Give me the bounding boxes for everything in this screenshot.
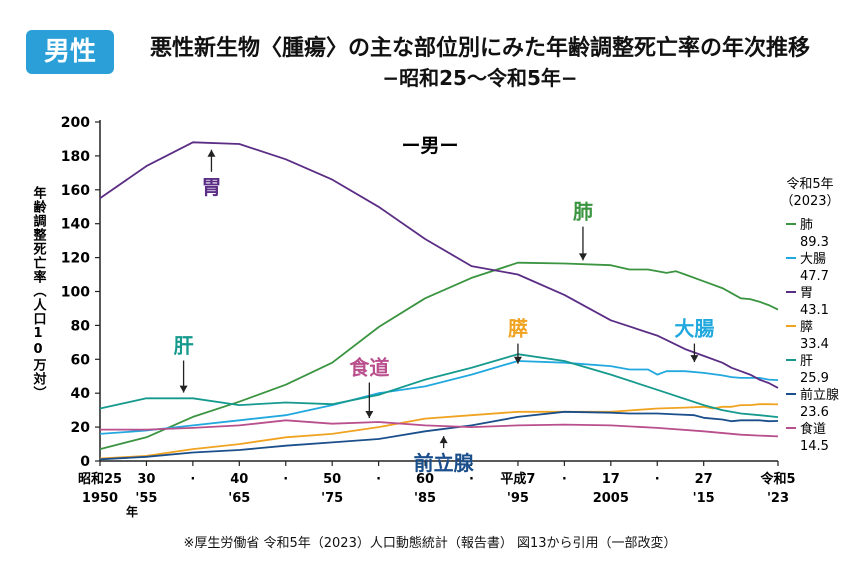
- legend-entry-value: 47.7: [800, 269, 829, 284]
- y-tick-label: 80: [71, 318, 91, 334]
- y-tick-label: 0: [80, 454, 90, 470]
- y-tick-label: 60: [71, 352, 91, 368]
- annotation-arrowhead: [513, 356, 522, 364]
- x-tick-label-bottom: 2005: [593, 491, 629, 506]
- y-tick-label: 40: [71, 386, 91, 402]
- series-line-大腸: [99, 360, 779, 435]
- x-tick-label-top: ·: [283, 472, 288, 487]
- x-tick-label-bottom: 1950: [82, 491, 118, 506]
- annotation-label-胃: 胃: [201, 175, 221, 199]
- y-tick-label: 20: [71, 420, 91, 436]
- legend-title-year: （2023）: [780, 194, 839, 209]
- annotation-label-肝: 肝: [174, 334, 194, 358]
- x-tick-label-bottom: '75: [321, 491, 343, 506]
- panel-label: ー男ー: [401, 135, 458, 157]
- annotation-arrowhead: [365, 411, 374, 419]
- series-line-胃: [99, 141, 779, 389]
- x-tick-label-top: ·: [469, 472, 474, 487]
- x-tick-label-bottom: '85: [414, 491, 436, 506]
- annotation-label-大腸: 大腸: [674, 317, 714, 341]
- x-tick-label-top: 50: [323, 472, 341, 487]
- x-tick-label-top: 60: [416, 472, 434, 487]
- x-tick-label-bottom: '15: [693, 491, 715, 506]
- y-tick-label: 120: [61, 251, 90, 267]
- annotation-arrowhead: [179, 385, 188, 393]
- annotation-arrowhead: [207, 149, 216, 157]
- series-line-肺: [99, 261, 779, 450]
- annotation-label-前立腺: 前立腺: [414, 451, 475, 475]
- x-tick-label-top: ·: [562, 472, 567, 487]
- x-tick-label-top: 平成7: [500, 471, 535, 487]
- annotation-label-食道: 食道: [349, 356, 389, 380]
- x-tick-label-top: ·: [190, 472, 195, 487]
- x-tick-label-top: ·: [655, 472, 660, 487]
- annotation-label-膵: 膵: [508, 317, 528, 341]
- x-tick-label-top: 令和5: [760, 471, 795, 487]
- x-tick-label-bottom: '95: [507, 491, 529, 506]
- x-tick-label-bottom: '55: [135, 491, 157, 506]
- x-tick-label-top: ·: [376, 472, 381, 487]
- legend-entry-name: 前立腺: [800, 387, 839, 403]
- chart-series: [99, 141, 779, 461]
- legend-entry-value: 89.3: [800, 235, 829, 250]
- x-tick-label-bottom: '23: [767, 491, 789, 506]
- gender-badge: 男性: [26, 30, 114, 74]
- legend-entry-name: 食道: [800, 421, 826, 437]
- x-tick-label-top: 30: [137, 472, 155, 487]
- x-tick-label-top: 40: [230, 472, 248, 487]
- source-note: ※厚生労働省 令和5年（2023）人口動態統計（報告書） 図13から引用（一部改…: [183, 536, 677, 551]
- x-tick-label-top: 27: [695, 472, 713, 487]
- legend-entry-name: 膵: [800, 320, 813, 335]
- legend-title: 令和5年: [786, 177, 833, 192]
- legend-entry-value: 14.5: [800, 439, 829, 454]
- x-tick-label-top: 17: [602, 472, 620, 487]
- legend-entry-value: 23.6: [800, 405, 829, 420]
- y-tick-label: 160: [61, 183, 90, 199]
- chart-title: 悪性新生物〈腫瘍〉の主な部位別にみた年齢調整死亡率の年次推移: [149, 36, 810, 61]
- legend-entry-value: 33.4: [800, 337, 829, 352]
- y-axis-label: 年齢調整死亡率（人口10万対）: [31, 185, 48, 400]
- legend-entry-name: 胃: [800, 286, 813, 301]
- annotation-label-肺: 肺: [573, 200, 593, 224]
- series-line-前立腺: [99, 410, 779, 461]
- x-axis-unit: 年: [126, 504, 138, 519]
- legend-entry-name: 大腸: [800, 252, 826, 267]
- y-tick-label: 200: [61, 115, 90, 131]
- annotation-arrowhead: [690, 355, 699, 363]
- y-tick-label: 100: [61, 285, 90, 301]
- annotation-arrowhead: [578, 253, 587, 261]
- y-tick-label: 180: [61, 149, 90, 165]
- legend-entry-value: 25.9: [800, 371, 829, 386]
- annotation-arrowhead: [439, 436, 448, 444]
- x-tick-label-top: 昭和25: [78, 471, 122, 487]
- legend-entry-name: 肺: [800, 218, 813, 233]
- chart-axes: 0 20 40 60 80 100 120 140 160 180 200 年齢調整死亡率（人口10万…: [31, 115, 796, 519]
- series-line-食道: [100, 419, 779, 438]
- y-tick-label: 140: [61, 217, 90, 233]
- legend-entry-value: 43.1: [800, 303, 829, 318]
- legend-entry-name: 肝: [800, 354, 813, 369]
- series-line-肝: [99, 353, 779, 418]
- chart-subtitle: −昭和25〜令和5年−: [382, 66, 578, 90]
- x-tick-label-bottom: '65: [228, 491, 250, 506]
